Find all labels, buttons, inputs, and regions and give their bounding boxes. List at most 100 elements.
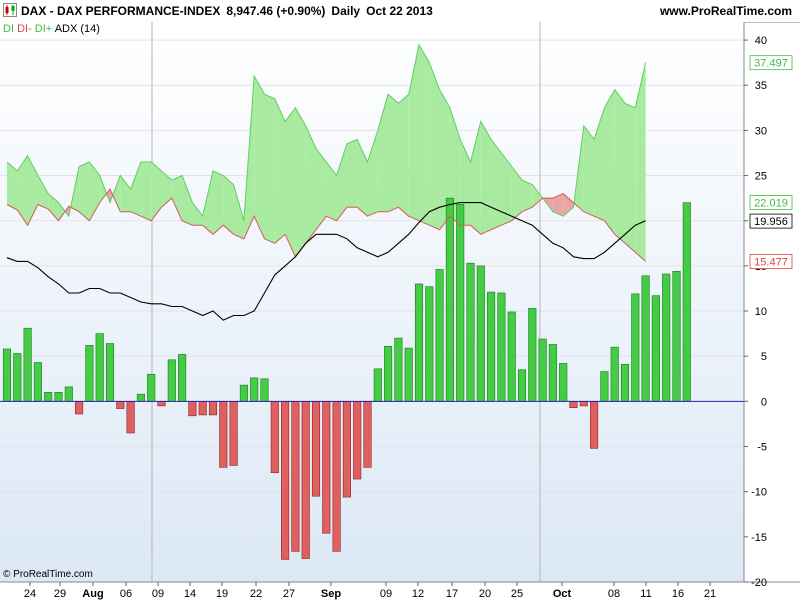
histogram-bar (198, 401, 207, 416)
di-plus-fill (192, 202, 203, 226)
histogram-bar (75, 401, 84, 415)
histogram-bar (579, 401, 588, 407)
histogram-bar (13, 353, 22, 402)
x-tick-label: 25 (511, 588, 523, 600)
histogram-bar (600, 371, 609, 402)
di-plus-fill (120, 175, 131, 212)
histogram-bar (672, 270, 681, 402)
di-minus-fill (552, 193, 564, 217)
histogram-bar (569, 401, 578, 408)
di-plus-fill (130, 162, 141, 217)
price-change: 8,947.46 (+0.90%) (226, 4, 326, 18)
y-tick-label: 0 (761, 396, 767, 408)
di-plus-fill (470, 121, 481, 235)
di-plus-fill (89, 162, 100, 221)
histogram-bar (311, 401, 321, 497)
x-tick-label: 24 (24, 588, 36, 600)
histogram-bar (95, 333, 104, 402)
histogram-bar (590, 401, 599, 449)
di-plus-fill (285, 107, 296, 257)
di-plus-fill (79, 162, 90, 221)
x-tick-label: 27 (283, 588, 295, 600)
histogram-bar (342, 401, 351, 498)
di-plus-fill (316, 148, 327, 230)
axes (0, 22, 800, 583)
di-plus-fill (625, 103, 636, 253)
histogram-bar (538, 338, 547, 402)
site-url[interactable]: www.ProRealTime.com (659, 4, 792, 18)
adx-chart[interactable]: 4035302520151050-5-10-15-20 2429Aug06091… (0, 22, 800, 600)
histogram-bar (456, 204, 465, 402)
x-tick-label: Sep (321, 588, 341, 600)
x-tick-label: 19 (216, 588, 228, 600)
legend-di: DI (3, 23, 14, 35)
histogram-bar (250, 377, 259, 402)
di-plus-fill (140, 162, 152, 221)
y-tick-label: 5 (761, 351, 767, 363)
histogram-bar (620, 364, 630, 402)
x-tick-label: 12 (412, 588, 424, 600)
di-plus-fill (326, 162, 337, 221)
di-plus-fill (408, 44, 419, 221)
histogram-bar (64, 386, 73, 402)
histogram-bar (219, 401, 228, 468)
histogram-bar (487, 291, 496, 402)
di-plus-fill (398, 94, 409, 217)
y-tick-label: -15 (751, 532, 767, 544)
histogram-bar (507, 311, 516, 402)
histogram-bar (373, 368, 382, 402)
di-plus-fill (171, 175, 183, 221)
histogram-bar (188, 401, 197, 417)
legend-di-minus: DI- (17, 23, 32, 35)
di-plus-fill (439, 89, 450, 230)
chart-title: DAX - DAX PERFORMANCE-INDEX 8,947.46 (+0.… (21, 4, 439, 18)
line-layer (6, 43, 647, 321)
di-plus-fill (357, 139, 368, 217)
x-tick-label: 29 (54, 588, 66, 600)
di-plus-fill (202, 171, 213, 235)
copyright-text: © ProRealTime.com (3, 569, 93, 580)
di-plus-fill (614, 89, 625, 244)
histogram-bar (85, 345, 94, 402)
legend: DI DI- DI+ ADX (14) (3, 23, 100, 35)
histogram-bar (517, 369, 527, 402)
x-tick-label: 21 (704, 588, 716, 600)
di-plus-fill (532, 184, 543, 208)
x-tick-label: 22 (250, 588, 262, 600)
di-plus-fill (594, 107, 605, 221)
histogram-bar (301, 401, 310, 559)
di-minus-line (6, 188, 646, 262)
di-plus-fill (419, 44, 430, 226)
adx-line (6, 202, 646, 321)
value-label-di_minus: 15.477 (754, 257, 788, 269)
symbol-name: DAX - DAX PERFORMANCE-INDEX (21, 4, 221, 18)
histogram-bar (157, 401, 166, 407)
value-label-adx: 19.956 (754, 216, 788, 228)
x-tick-label: 09 (152, 588, 164, 600)
di-plus-fill (161, 171, 172, 208)
histogram-bar (167, 359, 176, 402)
di-plus-fill (449, 107, 461, 226)
histogram-bar (281, 401, 290, 560)
di-plus-fill (635, 62, 646, 262)
y-tick-label: -20 (751, 577, 767, 589)
di-plus-fill (480, 121, 492, 235)
histogram-bar (404, 347, 413, 402)
histogram-bar (548, 344, 557, 402)
di-plus-fill (491, 139, 502, 230)
histogram-bar (363, 401, 372, 468)
y-tick-label: 40 (755, 35, 767, 47)
di-plus-fill (511, 166, 522, 221)
di-minus-fill (110, 189, 113, 203)
histogram-bar (445, 197, 454, 402)
histogram-bar (682, 202, 691, 402)
di-plus-fill (27, 155, 38, 226)
legend-adx: ADX (14) (54, 23, 100, 35)
chart-svg: 4035302520151050-5-10-15-20 2429Aug06091… (0, 22, 800, 600)
di-plus-fill (37, 175, 49, 209)
x-tick-label: 06 (120, 588, 132, 600)
histogram-bar (136, 393, 145, 402)
di-plus-fill (388, 94, 399, 212)
di-plus-fill (377, 94, 389, 212)
x-tick-label: 11 (640, 588, 651, 600)
